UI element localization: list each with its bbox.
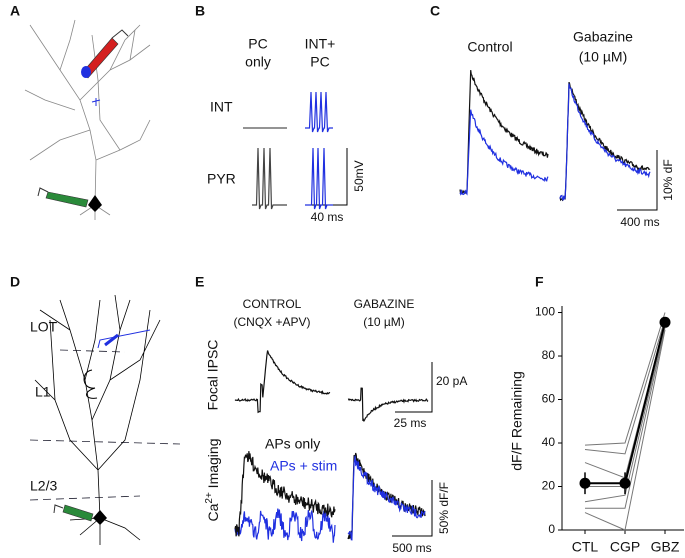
cell-line — [584, 318, 666, 455]
condition-label: (10 µM) — [579, 49, 628, 65]
int-cell — [81, 66, 91, 78]
y-tick-label: 20 — [542, 479, 556, 493]
layer-label: LOT — [30, 319, 58, 335]
panel-label: C — [430, 3, 440, 19]
cell-line — [585, 323, 666, 488]
column-label: PC — [248, 36, 267, 52]
pipette — [45, 191, 89, 208]
layer-label: L1 — [35, 384, 51, 400]
x-tick-label: GBZ — [651, 539, 680, 555]
scale-label: 40 ms — [311, 210, 344, 224]
scale-bar — [395, 362, 433, 413]
int-cell — [104, 333, 119, 347]
x-tick-label: CGP — [610, 539, 640, 555]
mean-line — [585, 322, 666, 485]
y-axis-title: dF/F Remaining — [509, 371, 525, 471]
int-axon — [97, 329, 151, 349]
pipette-tip — [53, 504, 64, 514]
trace — [459, 109, 549, 196]
column-label: only — [245, 54, 271, 70]
trace — [459, 70, 549, 195]
scale-label: 10% dF — [661, 159, 675, 200]
plot: 0 20 40 60 80 100 CTL CGP GBZ — [535, 305, 684, 555]
cell-line — [584, 312, 666, 446]
legend-entry: APs + stim — [270, 458, 337, 474]
scale-bar — [392, 480, 433, 537]
cell-line — [584, 329, 666, 531]
trace — [559, 83, 651, 201]
pipette-tip — [37, 187, 49, 197]
condition-label: GABAZINE — [354, 297, 415, 311]
trace — [305, 91, 333, 133]
row-label: Ca2+ Imaging — [204, 438, 221, 521]
mean-marker — [619, 477, 631, 489]
cell-line — [585, 327, 666, 509]
legend-entry: APs only — [265, 436, 320, 452]
row-label: Focal IPSC — [205, 340, 221, 411]
trace — [347, 387, 429, 423]
row-label: PYR — [207, 171, 236, 187]
trace — [347, 455, 426, 541]
trace — [234, 508, 336, 543]
scale-label: 25 ms — [394, 416, 427, 430]
trace — [234, 350, 331, 414]
condition-label: (CNQX +APV) — [233, 315, 310, 329]
row-label-part: 2+ — [204, 492, 215, 504]
panel-label: D — [10, 274, 20, 290]
trace — [252, 147, 287, 210]
trace — [559, 81, 651, 202]
x-tick-label: CTL — [572, 539, 599, 555]
panel-label: F — [535, 274, 544, 290]
mean-marker — [579, 477, 591, 489]
y-tick-label: 80 — [542, 348, 556, 362]
traces — [234, 70, 651, 543]
scale-bar — [617, 150, 658, 211]
y-tick-label: 0 — [548, 522, 555, 536]
neuron-drawing — [34, 294, 161, 545]
scale-label: 20 pA — [436, 374, 467, 388]
column-label: INT+ — [305, 36, 336, 52]
trace — [305, 147, 333, 210]
pyr-soma — [93, 510, 107, 525]
scale-label: 400 ms — [620, 215, 659, 229]
condition-label: (10 µM) — [363, 315, 405, 329]
panel-label: E — [195, 274, 204, 290]
trace — [347, 452, 426, 540]
pipette — [62, 504, 94, 522]
layer-label: L2/3 — [30, 478, 57, 494]
y-tick-label: 60 — [542, 392, 556, 406]
pipette-tip — [111, 29, 129, 39]
condition-label: CONTROL — [243, 297, 302, 311]
trace — [234, 451, 336, 537]
y-tick-label: 100 — [535, 305, 555, 319]
y-tick-label: 40 — [542, 435, 556, 449]
electrode-coil — [83, 369, 98, 399]
mean-marker — [659, 316, 671, 328]
column-label: PC — [310, 54, 329, 70]
panel-label: A — [10, 3, 20, 19]
row-label: INT — [210, 99, 233, 115]
condition-label: Control — [467, 39, 512, 55]
row-label-part: Imaging — [205, 438, 221, 492]
row-label-part: Ca — [205, 503, 221, 521]
pyr-soma — [88, 195, 102, 212]
scale-label: 500 ms — [392, 541, 431, 555]
scale-label: 50mV — [352, 160, 366, 191]
panel-label: B — [195, 3, 205, 19]
scale-label: 50% dF/F — [437, 482, 451, 534]
cell-line — [584, 325, 666, 503]
int-axon — [91, 98, 101, 106]
condition-label: Gabazine — [573, 29, 633, 45]
